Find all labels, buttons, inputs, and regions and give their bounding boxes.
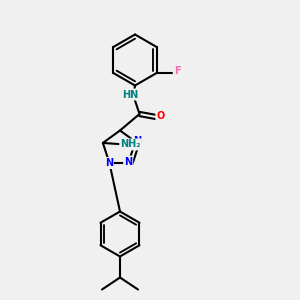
Text: F: F [174, 66, 181, 76]
Text: NH₂: NH₂ [120, 140, 141, 149]
Text: HN: HN [122, 89, 138, 100]
Text: N: N [105, 158, 113, 168]
Text: N: N [133, 136, 141, 146]
Text: O: O [156, 110, 165, 121]
Text: N: N [124, 157, 132, 166]
